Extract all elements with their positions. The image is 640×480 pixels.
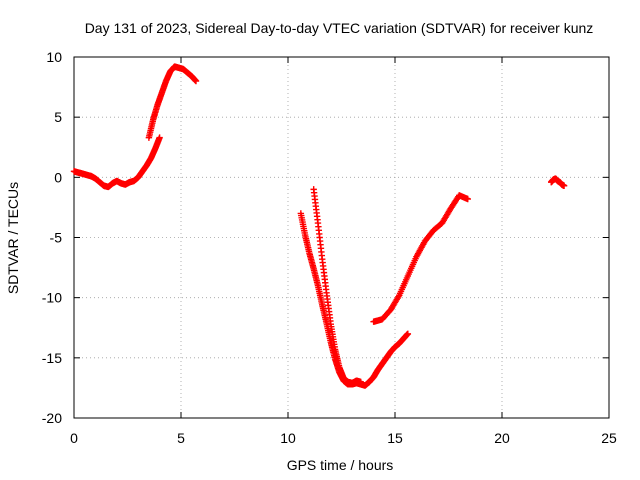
x-tick-label: 0 (70, 430, 78, 446)
series-trace-b (145, 63, 200, 141)
x-tick-labels: 0 5 10 15 20 25 (70, 430, 617, 446)
series-trace-f (370, 192, 471, 325)
data-series (70, 63, 568, 389)
series-trace-e (366, 330, 412, 386)
y-tick-label: 10 (46, 49, 62, 65)
data-point (464, 195, 471, 203)
data-point (192, 77, 200, 85)
y-tick-label: 5 (54, 109, 62, 125)
chart-title: Day 131 of 2023, Sidereal Day-to-day VTE… (85, 20, 594, 36)
x-tick-label: 5 (177, 430, 185, 446)
y-tick-label: -15 (42, 350, 62, 366)
y-tick-label: -10 (42, 290, 62, 306)
y-tick-label: 0 (54, 169, 62, 185)
y-tick-label: -5 (50, 230, 63, 246)
x-axis-label: GPS time / hours (287, 457, 394, 473)
grid-lines (74, 57, 609, 418)
x-tick-label: 10 (280, 430, 296, 446)
series-trace-a (70, 134, 163, 191)
data-point (156, 134, 163, 141)
x-tick-label: 25 (601, 430, 617, 446)
series-trace-g (548, 175, 568, 189)
data-point (404, 330, 412, 337)
axis-ticks (73, 56, 610, 419)
series-trace-d (310, 186, 364, 387)
data-point (560, 182, 568, 189)
y-tick-labels: -20 -15 -10 -5 0 5 10 (42, 49, 62, 426)
data-point (357, 378, 364, 386)
y-tick-label: -20 (42, 410, 62, 426)
x-tick-label: 15 (387, 430, 403, 446)
y-axis-label: SDTVAR / TECUs (5, 182, 21, 294)
x-tick-label: 20 (494, 430, 510, 446)
